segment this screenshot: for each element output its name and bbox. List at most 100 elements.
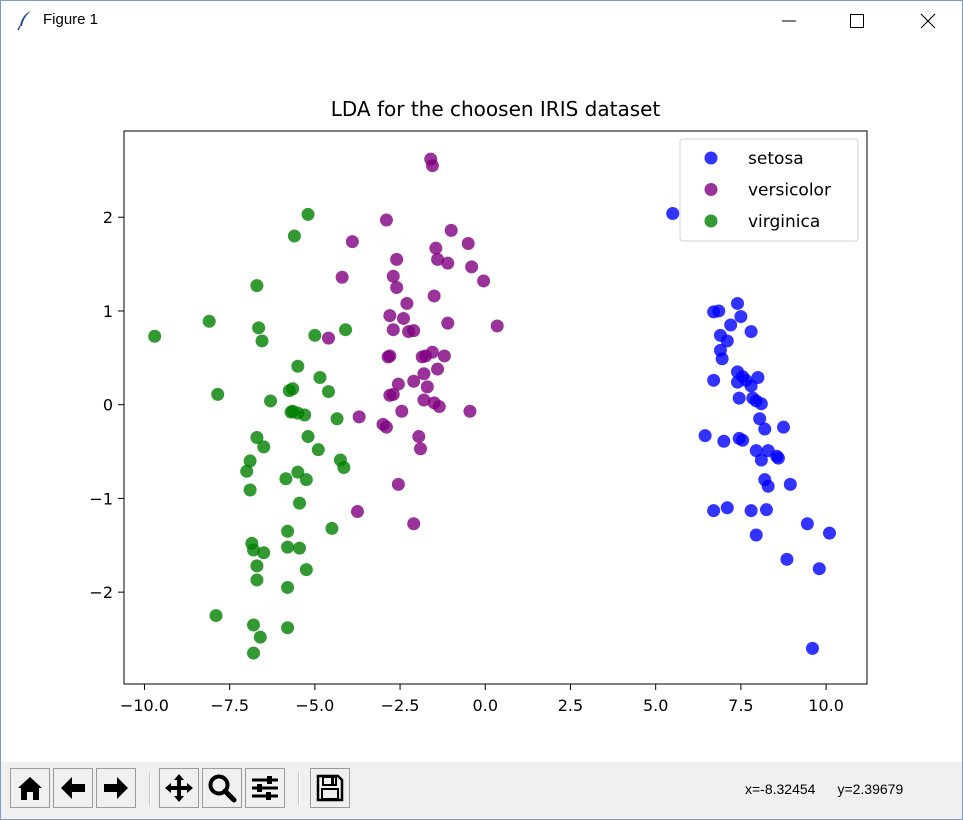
data-point-setosa	[712, 304, 726, 318]
data-point-virginica	[301, 430, 315, 444]
data-point-virginica	[243, 454, 257, 468]
data-point-versicolor	[417, 367, 431, 381]
data-point-setosa	[759, 503, 773, 517]
data-point-virginica	[257, 440, 271, 454]
data-point-versicolor	[444, 223, 458, 237]
y-tick-label: 0	[103, 396, 113, 415]
back-button[interactable]	[53, 768, 93, 808]
coord-x-readout: x=-8.32454	[745, 781, 816, 797]
cursor-coordinates: x=-8.32454 y=2.39679	[745, 781, 925, 797]
forward-button[interactable]	[96, 768, 136, 808]
data-point-versicolor	[425, 159, 439, 173]
data-point-virginica	[211, 387, 225, 401]
data-point-versicolor	[381, 350, 395, 364]
axes-frame	[123, 130, 868, 685]
y-tick-label: 1	[103, 302, 113, 321]
data-point-virginica	[293, 541, 307, 555]
data-point-setosa	[758, 422, 772, 436]
data-point-virginica	[299, 563, 313, 577]
data-point-setosa	[753, 412, 767, 426]
data-point-setosa	[666, 206, 680, 220]
data-point-setosa	[744, 504, 758, 518]
data-point-virginica	[298, 408, 312, 422]
x-tick-label: 0.0	[473, 696, 498, 715]
data-point-setosa	[715, 352, 729, 366]
data-point-versicolor	[386, 323, 400, 337]
data-point-setosa	[736, 433, 750, 447]
x-tick-label: −5.0	[295, 696, 334, 715]
data-point-versicolor	[432, 400, 446, 414]
data-point-virginica	[325, 521, 339, 535]
pan-button[interactable]	[159, 768, 199, 808]
legend-box	[679, 138, 859, 242]
data-point-virginica	[281, 524, 295, 538]
data-point-setosa	[730, 296, 744, 310]
data-point-versicolor	[391, 377, 405, 391]
data-point-versicolor	[412, 430, 426, 444]
minimize-icon	[782, 20, 796, 22]
data-point-versicolor	[420, 380, 434, 394]
save-button[interactable]	[310, 768, 350, 808]
data-point-setosa	[771, 451, 785, 465]
data-point-setosa	[776, 420, 790, 434]
data-point-versicolor	[407, 324, 421, 338]
x-tick-label: 7.5	[728, 696, 753, 715]
data-point-versicolor	[463, 404, 477, 418]
data-point-setosa	[783, 477, 797, 491]
data-point-virginica	[240, 464, 254, 478]
data-point-versicolor	[417, 393, 431, 407]
data-point-virginica	[291, 465, 305, 479]
minimize-button[interactable]	[765, 1, 811, 39]
data-point-versicolor	[490, 319, 504, 333]
data-point-versicolor	[350, 505, 364, 519]
data-point-setosa	[734, 310, 748, 324]
data-point-versicolor	[477, 274, 491, 288]
figure-canvas[interactable]: LDA for the choosen IRIS dataset −10.0 −7.…	[1, 39, 962, 761]
title-bar[interactable]: Figure 1	[1, 1, 962, 39]
data-point-virginica	[247, 646, 261, 660]
data-point-virginica	[250, 430, 264, 444]
data-point-virginica	[257, 546, 271, 560]
data-point-virginica	[209, 609, 223, 623]
data-point-virginica	[253, 630, 267, 644]
data-point-virginica	[337, 460, 351, 474]
data-point-virginica	[286, 382, 300, 396]
data-point-versicolor	[400, 296, 414, 310]
data-point-versicolor	[431, 252, 445, 266]
data-point-virginica	[293, 496, 307, 510]
data-point-virginica	[247, 543, 261, 557]
data-point-virginica	[281, 621, 295, 635]
data-point-virginica	[250, 559, 264, 573]
data-point-versicolor	[386, 269, 400, 283]
legend-marker-virginica	[704, 214, 718, 228]
back-arrow-icon	[61, 777, 85, 799]
data-point-versicolor	[427, 289, 441, 303]
data-point-setosa	[707, 373, 721, 387]
data-point-virginica	[255, 334, 269, 348]
zoom-button[interactable]	[202, 768, 242, 808]
maximize-button[interactable]	[833, 1, 879, 39]
data-point-versicolor	[335, 270, 349, 284]
data-point-virginica	[339, 323, 353, 337]
data-point-virginica	[299, 473, 313, 487]
data-point-versicolor	[414, 442, 428, 456]
lda-scatter-chart: LDA for the choosen IRIS dataset−10.0 −7.…	[89, 97, 868, 715]
legend-marker-versicolor	[704, 183, 718, 196]
maximize-icon	[850, 14, 864, 28]
data-point-virginica	[281, 580, 295, 594]
data-point-setosa	[744, 325, 758, 339]
toolbar-separator	[298, 772, 300, 806]
configure-subplots-button[interactable]	[245, 768, 285, 808]
data-point-virginica	[264, 394, 278, 408]
data-point-versicolor	[383, 309, 397, 323]
close-button[interactable]	[904, 1, 950, 39]
data-point-setosa	[717, 434, 731, 448]
data-point-setosa	[754, 453, 768, 467]
data-point-versicolor	[390, 252, 404, 266]
home-icon	[18, 777, 42, 800]
home-button[interactable]	[10, 768, 50, 808]
data-point-versicolor	[396, 311, 410, 325]
legend-label-virginica: virginica	[748, 212, 820, 232]
data-point-versicolor	[441, 256, 455, 270]
data-point-virginica	[252, 321, 266, 335]
